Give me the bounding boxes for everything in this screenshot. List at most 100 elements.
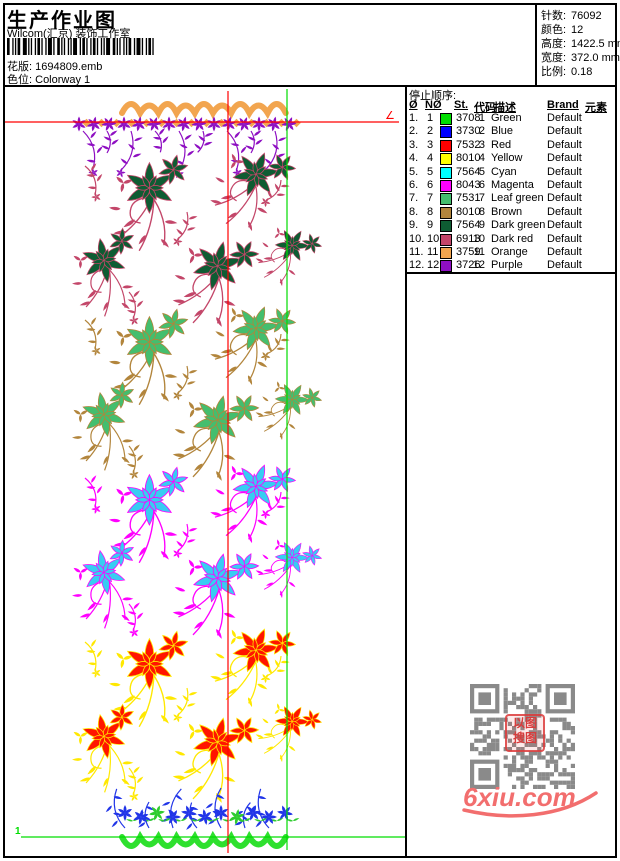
col-header-needle: Ø	[409, 99, 418, 111]
stamp-line1: 以图	[512, 716, 537, 730]
stop-seq: 2.	[409, 125, 419, 138]
table-row: 3. 3 7532 3 Red Default	[406, 139, 617, 152]
color-swatch	[440, 247, 452, 259]
color-code: 11	[473, 246, 485, 258]
stop-seq: 12.	[409, 259, 425, 272]
thread-brand: Default	[547, 232, 582, 245]
stitch-count: 6913	[456, 232, 481, 245]
needle-no: 1	[427, 112, 434, 124]
stitch-count: 3759	[456, 246, 481, 258]
stop-seq: 11.	[409, 246, 424, 258]
stat-label: 高度:	[541, 38, 567, 50]
color-swatch	[440, 139, 452, 152]
stitch-count: 3726	[456, 259, 481, 272]
thread-brand: Default	[547, 219, 582, 232]
table-bottom-border	[405, 272, 617, 274]
table-row: 1. 1 3708 1 Green Default	[406, 112, 617, 125]
watermark-text: 6xiu.com	[463, 782, 576, 812]
color-code: 4	[478, 152, 485, 165]
color-description: Purple	[491, 259, 523, 272]
frame-top	[3, 3, 617, 5]
svg-text:1: 1	[15, 826, 21, 837]
color-code: 9	[478, 219, 485, 232]
watermark: 6xiu.com	[460, 780, 602, 818]
col-header-st: St.	[454, 99, 469, 111]
pattern-row: 花版: 1694809.emb	[7, 58, 102, 74]
stitch-count: 8010	[456, 205, 481, 218]
color-description: Brown	[491, 205, 523, 218]
stat-value: 76092	[571, 10, 602, 22]
stop-seq: 4.	[409, 152, 419, 165]
stop-seq: 3.	[409, 138, 419, 151]
stat-label: 颜色:	[541, 24, 567, 36]
studio-subtitle: Wilcom(汇京) 装饰工作室	[7, 28, 131, 40]
frame-bottom	[3, 856, 617, 858]
color-description: Leaf green	[491, 192, 544, 205]
color-swatch	[440, 153, 452, 166]
color-description: Dark green	[491, 219, 546, 232]
color-code: 12	[472, 259, 485, 272]
stat-label: 比例:	[541, 66, 567, 78]
color-description: Blue	[491, 125, 514, 138]
thread-brand: Default	[547, 152, 582, 165]
stat-label: 针数:	[541, 10, 567, 22]
stop-seq: 8.	[409, 205, 419, 218]
stitch-count: 8043	[456, 179, 481, 191]
stop-seq: 9.	[409, 219, 419, 232]
color-swatch	[440, 233, 452, 246]
barcode	[7, 38, 155, 55]
stop-seq: 6.	[409, 179, 419, 191]
pattern-value: 1694809.emb	[35, 61, 103, 73]
color-description: Cyan	[491, 165, 517, 178]
header-divider	[3, 85, 617, 87]
stop-seq: 5.	[409, 165, 419, 178]
table-row: 2. 2 3730 2 Blue Default	[406, 125, 617, 139]
page-title: 生产作业图	[7, 10, 117, 32]
stitch-count: 7564	[456, 219, 481, 232]
watermark-swoosh	[462, 791, 598, 818]
needle-no: 8	[427, 205, 434, 218]
table-row: 5. 5 7564 5 Cyan Default	[406, 166, 617, 179]
needle-no: 4	[427, 152, 434, 165]
col-header-no: NØ	[425, 99, 442, 111]
color-description: Red	[491, 138, 512, 151]
thread-brand: Default	[547, 205, 582, 218]
stat-value: 0.18	[571, 66, 593, 78]
color-description: Dark red	[491, 232, 534, 245]
needle-no: 5	[427, 165, 434, 178]
stat-stitches: 针数: 76092	[541, 7, 615, 23]
svg-text:∠: ∠	[385, 110, 395, 122]
thread-brand: Default	[547, 138, 582, 151]
needle-no: 11	[427, 246, 439, 258]
stitch-count: 3730	[456, 125, 481, 138]
qr-code	[470, 684, 576, 790]
stats-divider	[535, 3, 537, 86]
thread-brand: Default	[547, 246, 582, 258]
color-code: 6	[478, 179, 485, 191]
table-row: 8. 8 8010 8 Brown Default	[406, 206, 617, 219]
stitch-count: 7532	[456, 138, 481, 151]
color-swatch	[440, 113, 452, 125]
color-code: 3	[478, 138, 485, 151]
qr-stamp-seal: 以图 搜图	[505, 714, 545, 752]
stop-seq: 10.	[409, 232, 425, 245]
stat-colors: 颜色: 12	[541, 21, 615, 37]
table-row: 6. 6 8043 6 Magenta Default	[406, 179, 617, 192]
table-row: 9. 9 7564 9 Dark green Default	[406, 219, 617, 233]
table-row: 4. 4 8010 4 Yellow Default	[406, 152, 617, 166]
stat-width: 宽度: 372.0 mm	[541, 49, 620, 65]
color-code: 2	[478, 125, 485, 138]
stop-sequence-label: 停止顺序:	[409, 90, 457, 102]
needle-no: 2	[427, 125, 434, 138]
table-row: 11. 11 3759 11 Orange Default	[406, 246, 617, 259]
table-row: 12. 12 3726 12 Purple Default	[406, 259, 617, 273]
table-row: 7. 7 7531 7 Leaf green Default	[406, 192, 617, 206]
color-swatch	[440, 166, 452, 179]
table-row: 10. 10 6913 10 Dark red Default	[406, 233, 617, 246]
stitch-count: 3708	[456, 112, 481, 124]
stat-scale: 比例: 0.18	[541, 63, 615, 79]
color-description: Yellow	[491, 152, 523, 165]
color-code: 5	[478, 165, 485, 178]
stop-seq: 7.	[409, 192, 419, 205]
design-svg: ∠1	[5, 89, 405, 853]
